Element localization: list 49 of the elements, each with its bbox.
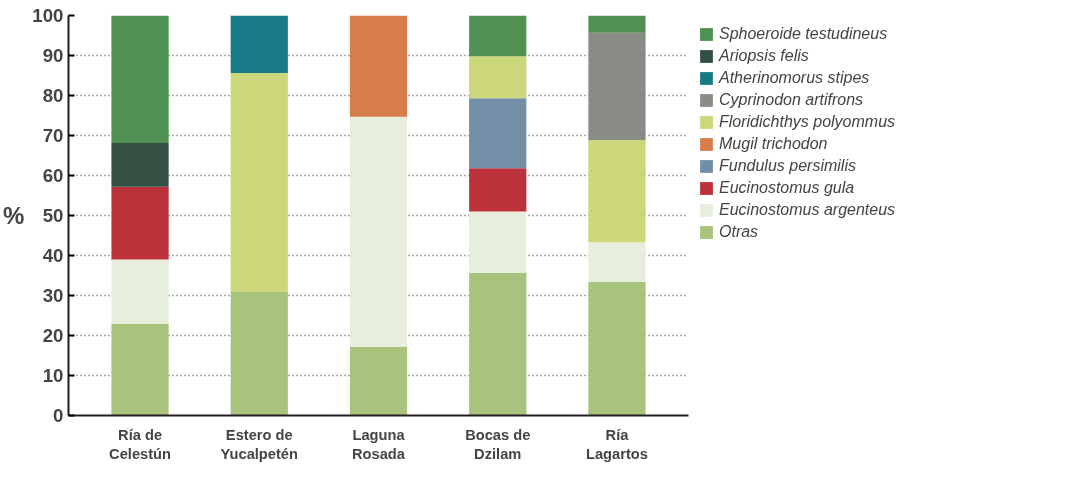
y-tick-label: 60 — [42, 165, 64, 186]
bar — [469, 211, 527, 273]
y-tick-label: 10 — [42, 365, 64, 386]
legend-label: Sphoeroide testudineus — [719, 25, 888, 43]
legend-label: Mugil trichodon — [719, 135, 828, 153]
x-tick-label: Laguna Rosada — [352, 426, 406, 462]
legend-label: Floridichthys polyommus — [719, 113, 896, 131]
x-tick-label: Bocas de Dzilam — [465, 426, 531, 462]
bar — [588, 139, 646, 243]
bar — [469, 272, 527, 416]
legend-label: Atherinomorus stipes — [719, 69, 870, 87]
y-tick-label: 20 — [42, 325, 64, 346]
bar — [230, 291, 288, 416]
y-tick-label: 100 — [32, 5, 64, 26]
bar — [588, 15, 646, 33]
bar — [469, 56, 527, 99]
bar — [230, 15, 288, 74]
legend-label: Cyprinodon artifrons — [719, 91, 864, 109]
bar — [588, 242, 646, 282]
bar — [469, 98, 527, 169]
bar — [111, 323, 169, 416]
legend-label: Eucinostomus argenteus — [719, 201, 896, 219]
y-tick-label: 0 — [53, 405, 64, 426]
legend-label: Fundulus persimilis — [719, 157, 856, 175]
x-tick-label: Ría de Celestún — [109, 426, 172, 462]
bar — [588, 32, 646, 140]
bar — [111, 186, 169, 260]
legend-label: Otras — [719, 223, 759, 241]
y-tick-label: 50 — [42, 205, 64, 226]
y-tick-label: 80 — [42, 85, 64, 106]
bar — [469, 168, 527, 212]
bar — [111, 259, 169, 324]
y-tick-label: 40 — [42, 245, 64, 266]
bar — [230, 73, 288, 292]
bar — [588, 281, 646, 416]
bar — [111, 15, 169, 144]
bar — [349, 116, 408, 347]
bar — [111, 143, 169, 187]
legend-label: Ariopsis felis — [719, 47, 809, 65]
legend-label: Eucinostomus gula — [719, 179, 855, 197]
y-tick-label: 30 — [42, 285, 64, 306]
y-tick-label: 90 — [42, 45, 64, 66]
bar — [349, 15, 408, 117]
bar — [349, 346, 408, 416]
bar — [469, 15, 527, 57]
x-tick-label: Estero de Yucalpetén — [220, 426, 299, 462]
x-tick-label: Ría Lagartos — [586, 426, 648, 462]
y-axis-title: % — [3, 202, 25, 229]
y-tick-label: 70 — [42, 125, 64, 146]
